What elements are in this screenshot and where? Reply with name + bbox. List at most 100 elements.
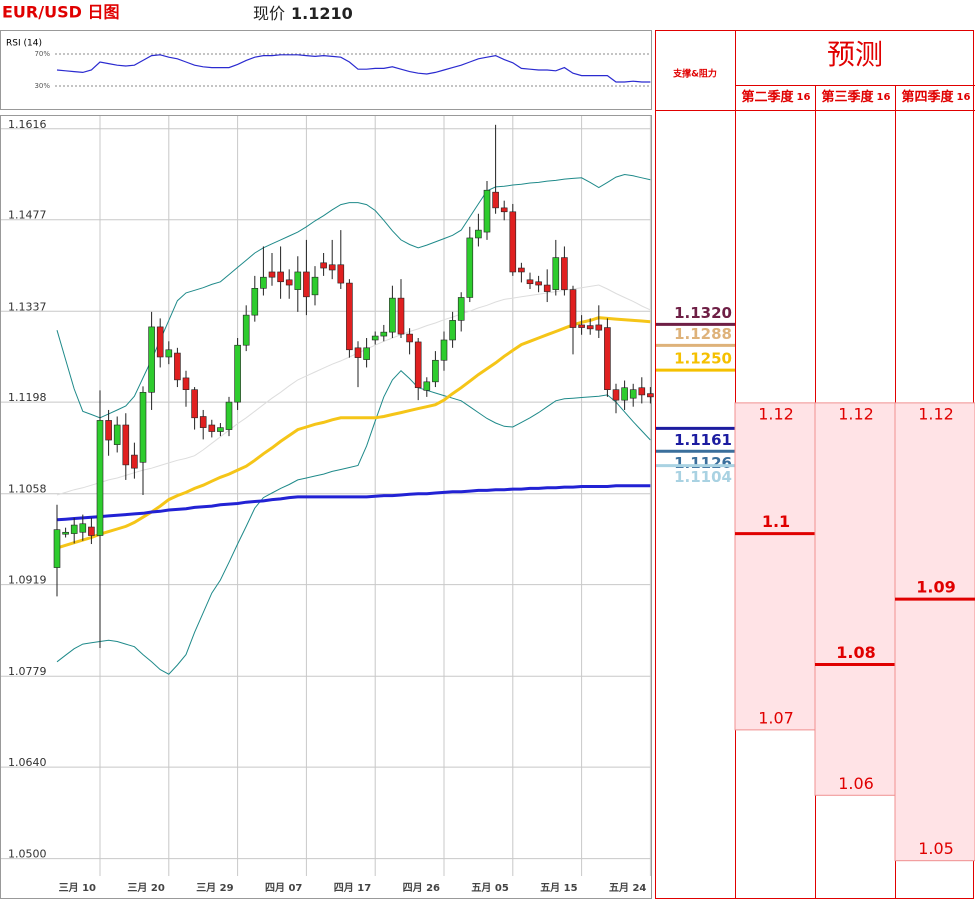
line (56, 284, 651, 496)
candle-body (552, 257, 560, 290)
candle-body (79, 523, 87, 533)
level-label: 1.1320 (674, 304, 732, 322)
candle-body (346, 282, 353, 351)
line (56, 54, 651, 83)
y-tick-label: 70% (34, 50, 50, 58)
candle-body (406, 333, 413, 343)
candle-body (303, 271, 310, 298)
x-tick-label: 四月 07 (265, 882, 302, 894)
quarter-header: 第二季度 16 (742, 89, 811, 105)
candle-body (113, 424, 121, 445)
candle-body (96, 420, 104, 536)
candle-body (260, 276, 267, 289)
quarter: 第三季度 (822, 89, 875, 105)
candle-body (268, 271, 276, 278)
level-label: 1.1161 (674, 431, 732, 449)
quarter: 第四季度 (902, 89, 955, 105)
candle-body (389, 297, 396, 333)
candle-body (543, 284, 551, 292)
candle-body (354, 347, 362, 358)
forecast-label: 1.1 (762, 512, 790, 531)
candle-body (251, 288, 259, 316)
level-label: 1.1104 (674, 468, 732, 486)
y-tick-label: 1.0919 (8, 574, 47, 587)
candle-body (380, 331, 388, 337)
candle-body (139, 391, 147, 463)
price-label: 现价 (253, 4, 285, 23)
candle-body (647, 393, 654, 398)
candle-body (337, 264, 345, 284)
candle-body (518, 267, 525, 273)
candle-body (535, 281, 542, 286)
candle-body (225, 401, 233, 430)
y-tick-label: 30% (34, 82, 50, 90)
candle-body (526, 279, 534, 285)
level-label: 1.1288 (674, 325, 732, 343)
candle-body (311, 276, 319, 296)
candle-body (294, 271, 302, 290)
year: 16 (797, 92, 811, 103)
x-tick-label: 三月 10 (59, 882, 96, 894)
x-tick-label: 三月 20 (127, 882, 164, 894)
candle-body (466, 237, 474, 298)
y-tick-label: 1.1616 (8, 118, 47, 131)
candle-body (182, 377, 190, 390)
y-tick-label: 1.0500 (8, 848, 47, 861)
price-line: 现价 1.1210 (253, 4, 353, 23)
candle-body (122, 424, 130, 466)
candle-body (277, 271, 284, 283)
x-tick-label: 三月 29 (196, 882, 233, 894)
y-tick-label: 1.1198 (8, 391, 47, 404)
candle-body (285, 279, 293, 286)
low-label: 1.07 (758, 708, 794, 727)
candle-body (638, 387, 646, 396)
x-tick-label: 五月 05 (471, 882, 508, 894)
candle-body (320, 262, 327, 269)
forecast-range (734, 402, 816, 731)
sr-title: 支撑&阻力 (672, 68, 717, 80)
candle-body (492, 191, 499, 209)
forecast-label: 1.09 (916, 578, 955, 597)
y-tick-label: 1.0640 (8, 756, 47, 769)
candle-body (629, 389, 637, 399)
candle-body (242, 314, 250, 346)
candle-body (148, 326, 155, 393)
candle-body (105, 420, 112, 441)
candle-body (595, 324, 603, 331)
price: 1.1210 (291, 4, 353, 23)
candle-body (483, 189, 491, 233)
x-tick-label: 五月 24 (609, 882, 646, 894)
level-label: 1.1126 (674, 454, 732, 472)
y-tick-label: 1.1058 (8, 483, 47, 496)
candle-body (500, 207, 508, 213)
candle-body (199, 416, 207, 428)
y-tick-label: 1.1477 (8, 209, 47, 222)
line (56, 173, 651, 419)
high-label: 1.12 (918, 404, 954, 423)
chart-frame (0, 115, 652, 899)
quarter-header: 第三季度 16 (822, 89, 891, 105)
candle-body (328, 264, 336, 271)
x-tick-label: 四月 17 (334, 882, 371, 894)
candle-body (509, 211, 517, 273)
candle-body (363, 347, 370, 360)
candle-body (191, 389, 198, 419)
candle-body (423, 381, 431, 391)
candle-body (578, 324, 585, 328)
forecast-range (894, 402, 975, 862)
candle-body (432, 359, 439, 383)
quarter-header: 第四季度 16 (902, 89, 971, 105)
forecast-title: 预测 (827, 38, 883, 71)
y-tick-label: 1.1337 (8, 300, 47, 313)
candle-body (440, 339, 448, 361)
low-label: 1.05 (918, 839, 954, 858)
rsi-frame (0, 30, 652, 110)
candle-body (234, 344, 241, 403)
line (56, 369, 651, 675)
y-tick-label: 1.0779 (8, 665, 47, 678)
line (56, 316, 651, 550)
candle-body (131, 454, 138, 469)
candle-body (371, 335, 379, 341)
line (56, 484, 651, 522)
